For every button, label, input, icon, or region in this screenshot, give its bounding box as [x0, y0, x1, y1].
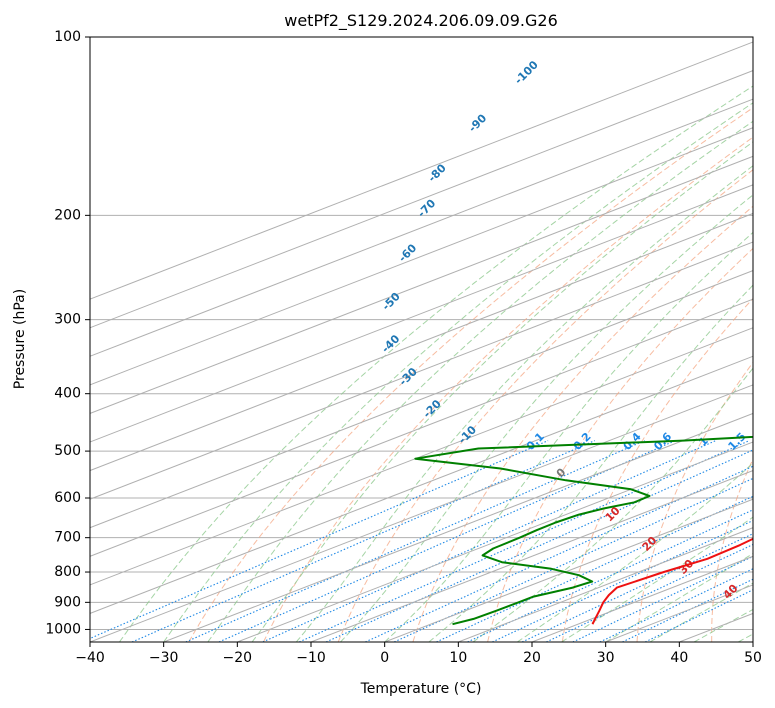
- mixing-ratio-line: [622, 578, 753, 642]
- y-tick-label: 1000: [45, 621, 81, 637]
- temperature-profile-line: [591, 537, 753, 625]
- dry-adiabat-line: [487, 247, 753, 642]
- x-tick-label: 30: [597, 650, 615, 666]
- mixing-ratio-line: [262, 440, 717, 642]
- dry-adiabat-line: [188, 107, 753, 642]
- isotherm-line: [90, 41, 753, 300]
- moist-adiabat-line: [649, 582, 753, 642]
- mixing-ratio-line: [298, 440, 750, 642]
- x-tick-label: 40: [670, 650, 688, 666]
- y-tick-label: 700: [54, 530, 81, 546]
- y-tick-label: 500: [54, 443, 81, 459]
- isotherm-line: [90, 70, 753, 329]
- x-tick-label: −40: [75, 650, 105, 666]
- mixing-ratio-line: [185, 440, 645, 642]
- x-tick-label: 10: [449, 650, 467, 666]
- moist-adiabat-line: [472, 367, 753, 642]
- y-axis-label: Pressure (hPa): [12, 289, 28, 389]
- x-tick-label: 50: [744, 650, 762, 666]
- mixing-ratio-line: [365, 465, 753, 642]
- moist-adiabat-line: [428, 284, 753, 642]
- y-tick-label: 300: [54, 312, 81, 328]
- moist-adiabat-line: [384, 231, 753, 642]
- y-tick-label: 100: [54, 29, 81, 45]
- isotherm-line: [90, 184, 753, 443]
- moist-adiabat-line: [605, 553, 753, 642]
- dry-adiabat-line: [337, 169, 753, 642]
- mixing-ratio-line: [521, 533, 753, 642]
- isotherm-line: [90, 327, 753, 586]
- dewpoint-profile-line: [414, 435, 753, 626]
- mixing-ratio-line: [572, 555, 753, 642]
- y-tick-label: 400: [54, 386, 81, 402]
- dry-adiabat-line: [711, 457, 753, 642]
- isotherm-line: [163, 412, 753, 642]
- isotherm-line: [310, 470, 753, 642]
- dry-adiabat-line: [263, 136, 753, 642]
- isotherm-line: [90, 298, 753, 557]
- mixing-ratio-line: [492, 519, 753, 642]
- isotherm-line: [90, 127, 753, 386]
- x-tick-label: 0: [380, 650, 389, 666]
- y-tick-label: 200: [54, 207, 81, 223]
- x-tick-label: −10: [296, 650, 326, 666]
- isotherm-line: [384, 498, 753, 642]
- mixing-ratio-line: [467, 509, 753, 642]
- x-tick-label: −20: [223, 650, 253, 666]
- y-tick-label: 600: [54, 490, 81, 506]
- isotherm-line: [458, 527, 753, 642]
- mixing-ratio-line: [218, 440, 676, 642]
- isotherm-line: [90, 155, 753, 414]
- x-axis-label: Temperature (°C): [360, 681, 482, 697]
- chart-title: wetPf2_S129.2024.206.09.09.G26: [284, 11, 558, 31]
- y-tick-label: 800: [54, 564, 81, 580]
- isotherm-line: [90, 98, 753, 357]
- x-tick-label: −30: [149, 650, 179, 666]
- moist-adiabat-line: [119, 85, 753, 642]
- moist-adiabat-line: [251, 141, 753, 642]
- y-tick-label: 900: [54, 594, 81, 610]
- mixing-ratio-line: [131, 440, 596, 642]
- x-tick-label: 20: [523, 650, 541, 666]
- plot-frame: [89, 36, 754, 643]
- moist-adiabat-line: [207, 120, 753, 642]
- isotherm-line: [90, 270, 753, 529]
- isotherm-line: [90, 384, 753, 642]
- isotherm-line: [90, 212, 753, 472]
- moist-adiabat-line: [163, 102, 753, 642]
- mixing-ratio-line: [599, 568, 753, 642]
- mixing-ratio-line: [546, 543, 753, 642]
- isotherm-line: [237, 441, 753, 642]
- isotherm-line: [90, 355, 753, 614]
- isotherm-line: [90, 241, 753, 500]
- moist-adiabat-line: [517, 462, 753, 642]
